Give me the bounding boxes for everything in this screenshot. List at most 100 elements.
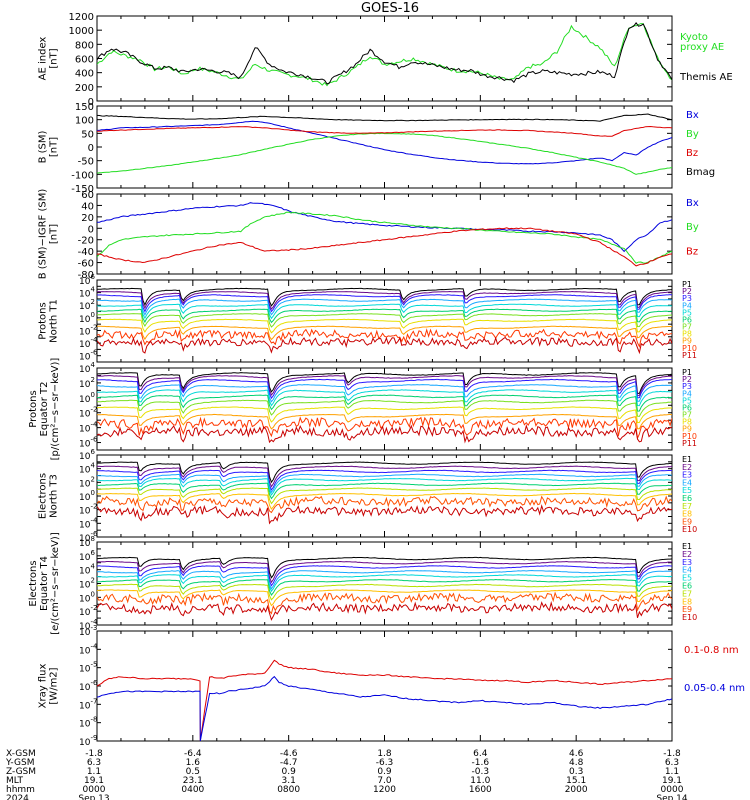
channel-line-e3 [97, 565, 672, 587]
y-tick-label: 10-8 [79, 716, 97, 730]
series-line-0-1-0-8-nm [97, 659, 672, 741]
y-axis-label: Electrons [28, 560, 39, 606]
y-tick-exponent: -4 [90, 642, 98, 650]
y-tick-label: 102 [79, 475, 95, 489]
channel-line-e8 [97, 589, 672, 607]
channel-line-e4 [97, 569, 672, 590]
legend-channel-p11: P11 [682, 439, 697, 448]
plot-area [97, 372, 672, 444]
legend-channel-p2: P2 [682, 287, 692, 296]
y-axis-label: North T1 [49, 299, 60, 343]
legend-item: Bz [686, 246, 698, 257]
ephemeris-row-label: Y-GSM [5, 758, 34, 768]
legend-channel-e8: E8 [682, 510, 692, 519]
ephemeris-value: 0.9 [282, 767, 297, 777]
y-tick-label: 106 [79, 549, 95, 563]
legend-channel-p11: P11 [682, 351, 697, 360]
channel-line-e1 [97, 461, 672, 484]
y-tick-exponent: -2 [90, 503, 97, 511]
series-line-by [97, 132, 672, 175]
y-tick-label: -100 [71, 170, 94, 181]
ephemeris-value: 4.6 [569, 749, 584, 759]
channel-line-p9 [97, 413, 672, 430]
channel-line-p4 [97, 384, 672, 403]
legend-channel-p2: P2 [682, 375, 692, 384]
legend-channel-e1: E1 [682, 542, 692, 551]
y-tick-exponent: -4 [90, 516, 98, 524]
plot-area [97, 556, 672, 621]
ephemeris-value: 0.3 [569, 767, 583, 777]
legend-channel-e5: E5 [682, 574, 692, 583]
y-tick-label: 0 [88, 97, 94, 108]
y-tick-exponent: -6 [90, 530, 98, 538]
legend-channel-e5: E5 [682, 486, 692, 495]
y-tick-label: 102 [79, 577, 95, 591]
legend-channel-e9: E9 [682, 517, 692, 526]
y-tick-label: 20 [81, 213, 94, 224]
y-axis-label: Xray flux [38, 664, 49, 709]
ephemeris-value: 6.3 [665, 758, 679, 768]
y-axis-label: [nT] [49, 224, 60, 244]
y-tick-label: 800 [75, 40, 94, 51]
ephemeris-value: Sep 14 [656, 794, 688, 800]
channel-line-e5 [97, 574, 672, 593]
ephemeris-row-label: 2024 [6, 794, 29, 800]
channel-line-e9 [97, 495, 672, 514]
ephemeris-value: 0800 [277, 785, 300, 795]
ephemeris-value: 1.1 [665, 767, 679, 777]
y-tick-exponent: 8 [90, 535, 94, 543]
ephemeris-value: 0.9 [377, 767, 392, 777]
y-tick-label: 106 [79, 448, 95, 462]
legend-channel-p9: P9 [682, 425, 692, 434]
y-tick-exponent: 0 [90, 391, 94, 399]
y-tick-exponent: 2 [90, 298, 94, 306]
legend-item: Bmag [686, 167, 715, 178]
y-tick-exponent: -4 [90, 618, 98, 626]
legend-channel-p8: P8 [682, 330, 692, 339]
panel-frame [96, 454, 673, 538]
y-tick-label: 100 [79, 391, 95, 405]
y-tick-exponent: 0 [90, 489, 94, 497]
legend-channel-e2: E2 [682, 550, 692, 559]
y-tick-label: 1200 [69, 12, 94, 23]
channel-line-p6 [97, 394, 672, 412]
ephemeris-row-label: X-GSM [6, 749, 36, 759]
legend-channel-p10: P10 [682, 344, 697, 353]
y-tick-exponent: 0 [90, 590, 94, 598]
legend-channel-p9: P9 [682, 337, 692, 346]
channel-line-p10 [97, 416, 672, 441]
ephemeris-value: -4.7 [280, 758, 298, 768]
ephemeris-table: X-GSM -1.8 -6.4 -4.6 1.8 6.4 4.6 -1.8Y-GSM 6.3 1.… [5, 749, 688, 800]
plot-area [97, 202, 672, 267]
channel-line-p3 [97, 294, 672, 313]
panel-frame [96, 630, 673, 742]
legend-channel-p7: P7 [682, 411, 692, 420]
y-tick-exponent: 2 [90, 577, 94, 585]
channel-line-p2 [97, 375, 672, 397]
plot-area [97, 461, 672, 525]
legend-channel-e4: E4 [682, 478, 692, 487]
legend-channel-e3: E3 [682, 471, 692, 480]
y-tick-label: -50 [78, 157, 94, 168]
y-tick-label: 1000 [69, 26, 94, 37]
y-tick-label: 10-9 [79, 734, 97, 748]
channel-line-p10 [97, 328, 672, 348]
legend-channel-p1: P1 [682, 280, 692, 289]
channel-line-e8 [97, 492, 672, 510]
plot-area [97, 287, 672, 355]
channel-line-p1 [97, 372, 672, 395]
ephemeris-value: -0.3 [472, 767, 490, 777]
channel-line-e10 [97, 600, 672, 621]
channel-line-p9 [97, 325, 672, 341]
channel-line-p11 [97, 424, 672, 444]
y-tick-label: 104 [79, 361, 95, 375]
legend-item: Bx [686, 110, 699, 121]
channel-line-p1 [97, 287, 672, 307]
ephemeris-row-label: Z-GSM [6, 767, 36, 777]
ephemeris-value: 1600 [469, 785, 492, 795]
ephemeris-value: 11.0 [470, 776, 490, 786]
